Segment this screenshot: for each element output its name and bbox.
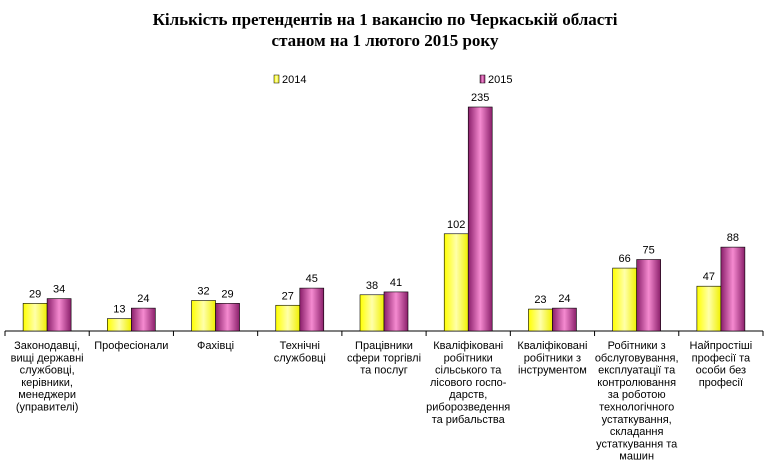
bar-2015-4 xyxy=(383,291,409,332)
data-label-2015-4: 41 xyxy=(390,277,402,289)
bar-2015-7 xyxy=(636,259,661,332)
data-label-2015-3: 45 xyxy=(306,273,318,285)
category-label-0: Законодавці, вищі державні службовці, керів… xyxy=(11,340,84,414)
bar-2014-4 xyxy=(359,294,385,332)
category-label-8: Найпростіші професії та особи без професії xyxy=(690,340,753,389)
data-label-2014-3: 27 xyxy=(282,290,294,302)
bar-2014-5 xyxy=(443,233,469,332)
category-label-3: Технічні службовці xyxy=(274,340,326,364)
data-label-2015-0: 34 xyxy=(53,284,65,296)
category-label-5: Кваліфіковані робітники сільського та лісов… xyxy=(426,340,510,426)
bar-2015-5 xyxy=(467,106,493,332)
data-label-2015-2: 29 xyxy=(221,288,233,300)
data-label-2015-7: 75 xyxy=(643,245,655,257)
bar-2014-1 xyxy=(107,318,132,332)
bar-2015-0 xyxy=(46,298,72,332)
bar-2014-3 xyxy=(275,304,301,332)
data-label-2014-7: 66 xyxy=(619,253,631,265)
category-label-2: Фахівці xyxy=(197,340,234,352)
data-label-2015-8: 88 xyxy=(727,232,739,244)
chart-title-line-1: Кількість претендентів на 1 вакансію по … xyxy=(153,10,618,29)
legend-label-2015: 2015 xyxy=(488,74,512,86)
bar-2015-2 xyxy=(215,303,240,332)
data-label-2015-5: 235 xyxy=(471,92,489,104)
bar-2014-7 xyxy=(612,267,637,332)
data-label-2015-6: 24 xyxy=(558,293,570,305)
bar-2014-2 xyxy=(191,300,216,332)
bar-2014-6 xyxy=(528,308,553,332)
bar-2015-6 xyxy=(552,307,577,332)
data-label-2014-4: 38 xyxy=(366,280,378,292)
category-label-7: Робітники з обслуговування, експлуатації т… xyxy=(595,340,679,463)
legend-swatch-2014 xyxy=(273,74,280,84)
bar-2015-3 xyxy=(299,287,325,332)
category-label-1: Професіонали xyxy=(94,340,168,352)
plot-area: 29 34 Законодавці, вищі державні службовці, к… xyxy=(4,92,764,463)
chart-title-line-2: станом на 1 лютого 2015 року xyxy=(272,31,499,50)
bar-2014-0 xyxy=(22,303,48,332)
category-label-4: Працівники сфери торгівлі та послуг xyxy=(347,340,421,377)
legend: 2014 2015 xyxy=(273,74,512,86)
data-label-2015-1: 24 xyxy=(137,293,149,305)
data-label-2014-2: 32 xyxy=(197,285,209,297)
data-label-2014-5: 102 xyxy=(447,219,465,231)
data-label-2014-6: 23 xyxy=(534,294,546,306)
bar-2014-8 xyxy=(696,285,722,332)
data-label-2014-8: 47 xyxy=(703,271,715,283)
legend-label-2014: 2014 xyxy=(282,74,306,86)
legend-swatch-2015 xyxy=(479,74,486,84)
bar-2015-1 xyxy=(131,307,156,332)
data-label-2014-1: 13 xyxy=(113,304,125,316)
bar-2015-8 xyxy=(720,246,746,332)
data-label-2014-0: 29 xyxy=(29,288,41,300)
category-label-6: Кваліфіковані робітники з інструментом xyxy=(517,340,587,377)
